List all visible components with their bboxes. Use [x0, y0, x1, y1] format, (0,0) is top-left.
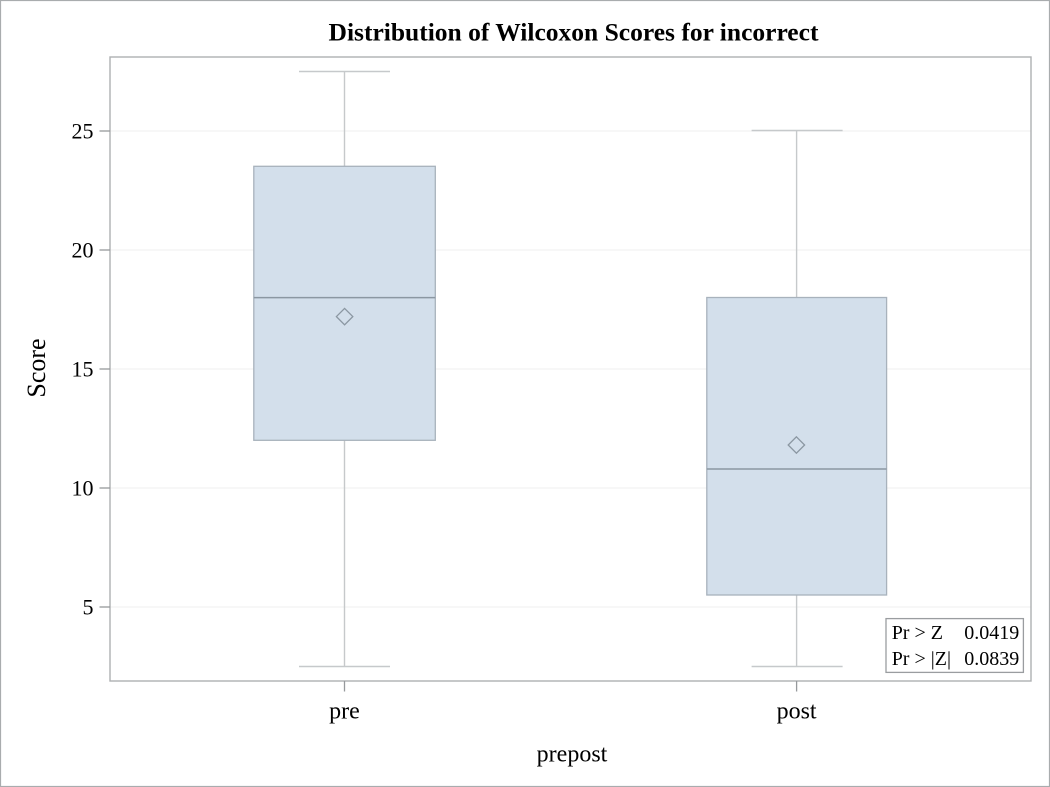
svg-text:Score: Score — [22, 338, 51, 397]
svg-text:prepost: prepost — [537, 742, 608, 768]
svg-text:post: post — [777, 699, 817, 725]
svg-text:20: 20 — [72, 237, 94, 262]
svg-text:Pr > |Z|: Pr > |Z| — [892, 648, 951, 670]
svg-text:10: 10 — [72, 475, 94, 500]
svg-text:25: 25 — [72, 118, 94, 143]
svg-text:0.0419: 0.0419 — [964, 622, 1019, 644]
svg-text:0.0839: 0.0839 — [964, 648, 1019, 670]
svg-text:5: 5 — [83, 594, 94, 619]
svg-text:15: 15 — [72, 356, 94, 381]
svg-text:Distribution of Wilcoxon Score: Distribution of Wilcoxon Scores for inco… — [329, 18, 819, 47]
svg-text:pre: pre — [329, 699, 360, 725]
svg-text:Pr > Z: Pr > Z — [892, 622, 943, 644]
